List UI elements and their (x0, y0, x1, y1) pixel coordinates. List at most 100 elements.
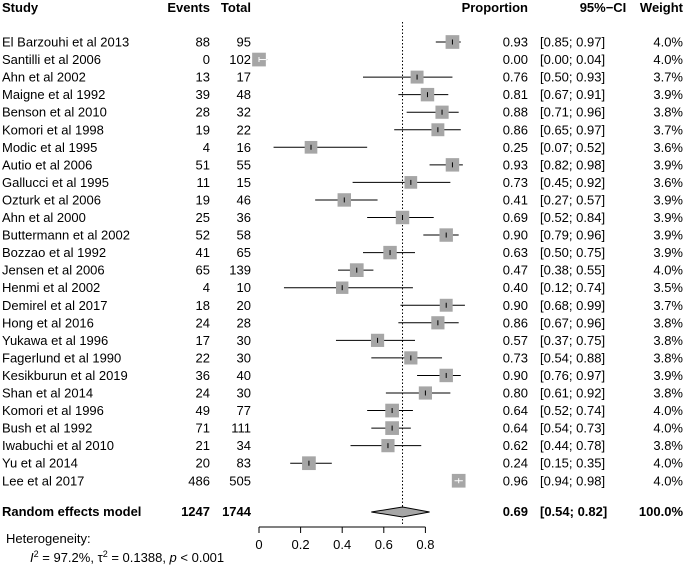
study-ci: [0.54; 0.73] (540, 421, 605, 436)
study-name: Kesikburun et al 2019 (2, 368, 128, 383)
study-total: 139 (229, 263, 251, 278)
study-total: 77 (237, 403, 251, 418)
study-events: 49 (196, 403, 210, 418)
study-name: Komori et al 1996 (2, 403, 104, 418)
study-ci: [0.44; 0.78] (540, 438, 605, 453)
study-weight: 3.8% (653, 105, 683, 120)
study-total: 48 (237, 87, 251, 102)
study-proportion: 0.90 (503, 368, 528, 383)
study-ci: [0.67; 0.91] (540, 87, 605, 102)
study-total: 46 (237, 192, 251, 207)
study-proportion: 0.00 (503, 52, 528, 67)
heterogeneity-label: Heterogeneity: (6, 531, 91, 546)
study-total: 32 (237, 105, 251, 120)
study-ci: [0.54; 0.88] (540, 350, 605, 365)
study-events: 28 (196, 105, 210, 120)
study-ci: [0.50; 0.93] (540, 70, 605, 85)
study-proportion: 0.57 (503, 333, 528, 348)
study-ci: [0.76; 0.97] (540, 368, 605, 383)
study-weight: 4.0% (653, 421, 683, 436)
summary-ci: [0.54; 0.82] (540, 504, 607, 519)
study-proportion: 0.64 (503, 421, 528, 436)
study-events: 18 (196, 298, 210, 313)
summary-weight: 100.0% (639, 504, 684, 519)
study-weight: 3.6% (653, 140, 683, 155)
study-ci: [0.82; 0.98] (540, 157, 605, 172)
study-total: 22 (237, 122, 251, 137)
i2-value: 97.2% (53, 550, 90, 565)
plot-marks (252, 22, 466, 526)
study-ci: [0.94; 0.98] (540, 473, 605, 488)
study-events: 13 (196, 70, 210, 85)
study-events: 25 (196, 210, 210, 225)
study-total: 28 (237, 315, 251, 330)
study-weight: 4.0% (653, 456, 683, 471)
study-ci: [0.50; 0.75] (540, 245, 605, 260)
study-name: Benson et al 2010 (2, 105, 107, 120)
header-proportion: Proportion (462, 0, 528, 15)
study-total: 30 (237, 386, 251, 401)
study-events: 4 (203, 140, 210, 155)
study-events: 71 (196, 421, 210, 436)
study-weight: 3.8% (653, 438, 683, 453)
study-name: Jensen et al 2006 (2, 263, 105, 278)
study-name: Bush et al 1992 (2, 421, 92, 436)
study-events: 17 (196, 333, 210, 348)
study-total: 505 (229, 473, 251, 488)
study-name: Lee et al 2017 (2, 473, 84, 488)
study-ci: [0.67; 0.96] (540, 315, 605, 330)
study-weight: 3.5% (653, 280, 683, 295)
study-rows: El Barzouhi et al 2013 88 95 0.93 [0.85; 0.9… (2, 35, 683, 489)
study-events: 39 (196, 87, 210, 102)
study-total: 36 (237, 210, 251, 225)
study-weight: 3.6% (653, 175, 683, 190)
study-weight: 3.9% (653, 228, 683, 243)
study-name: Fagerlund et al 1990 (2, 350, 121, 365)
study-ci: [0.38; 0.55] (540, 263, 605, 278)
study-weight: 3.9% (653, 192, 683, 207)
study-weight: 3.8% (653, 333, 683, 348)
study-weight: 3.7% (653, 298, 683, 313)
study-total: 30 (237, 350, 251, 365)
study-weight: 4.0% (653, 403, 683, 418)
study-ci: [0.68; 0.99] (540, 298, 605, 313)
study-weight: 3.7% (653, 70, 683, 85)
study-name: Yu et al 2014 (2, 456, 78, 471)
study-weight: 3.8% (653, 386, 683, 401)
study-total: 34 (237, 438, 251, 453)
header-weight: Weight (640, 0, 684, 15)
study-weight: 4.0% (653, 263, 683, 278)
p-value: 0.001 (192, 550, 225, 565)
study-events: 88 (196, 35, 210, 50)
study-name: Modic et al 1995 (2, 140, 97, 155)
study-name: Gallucci et al 1995 (2, 175, 109, 190)
study-ci: [0.79; 0.96] (540, 228, 605, 243)
study-events: 52 (196, 228, 210, 243)
study-name: Komori et al 1998 (2, 122, 104, 137)
study-proportion: 0.24 (503, 456, 528, 471)
study-proportion: 0.86 (503, 315, 528, 330)
study-name: Yukawa et al 1996 (2, 333, 108, 348)
study-total: 10 (237, 280, 251, 295)
study-events: 41 (196, 245, 210, 260)
study-events: 20 (196, 456, 210, 471)
study-ci: [0.61; 0.92] (540, 386, 605, 401)
study-name: Demirel et al 2017 (2, 298, 108, 313)
summary-proportion: 0.69 (503, 504, 528, 519)
study-total: 111 (231, 421, 251, 436)
study-events: 51 (196, 157, 210, 172)
study-total: 30 (237, 333, 251, 348)
study-events: 19 (196, 192, 210, 207)
study-weight: 3.9% (653, 87, 683, 102)
study-weight: 3.7% (653, 122, 683, 137)
study-total: 83 (237, 456, 251, 471)
header-ci: 95%−CI (580, 0, 627, 15)
study-total: 55 (237, 157, 251, 172)
summary-label: Random effects model (2, 504, 141, 519)
study-proportion: 0.40 (503, 280, 528, 295)
summary-events: 1247 (181, 504, 210, 519)
study-ci: [0.15; 0.35] (540, 456, 605, 471)
x-tick-label: 0.8 (416, 537, 434, 552)
x-tick-label: 0.6 (375, 537, 393, 552)
